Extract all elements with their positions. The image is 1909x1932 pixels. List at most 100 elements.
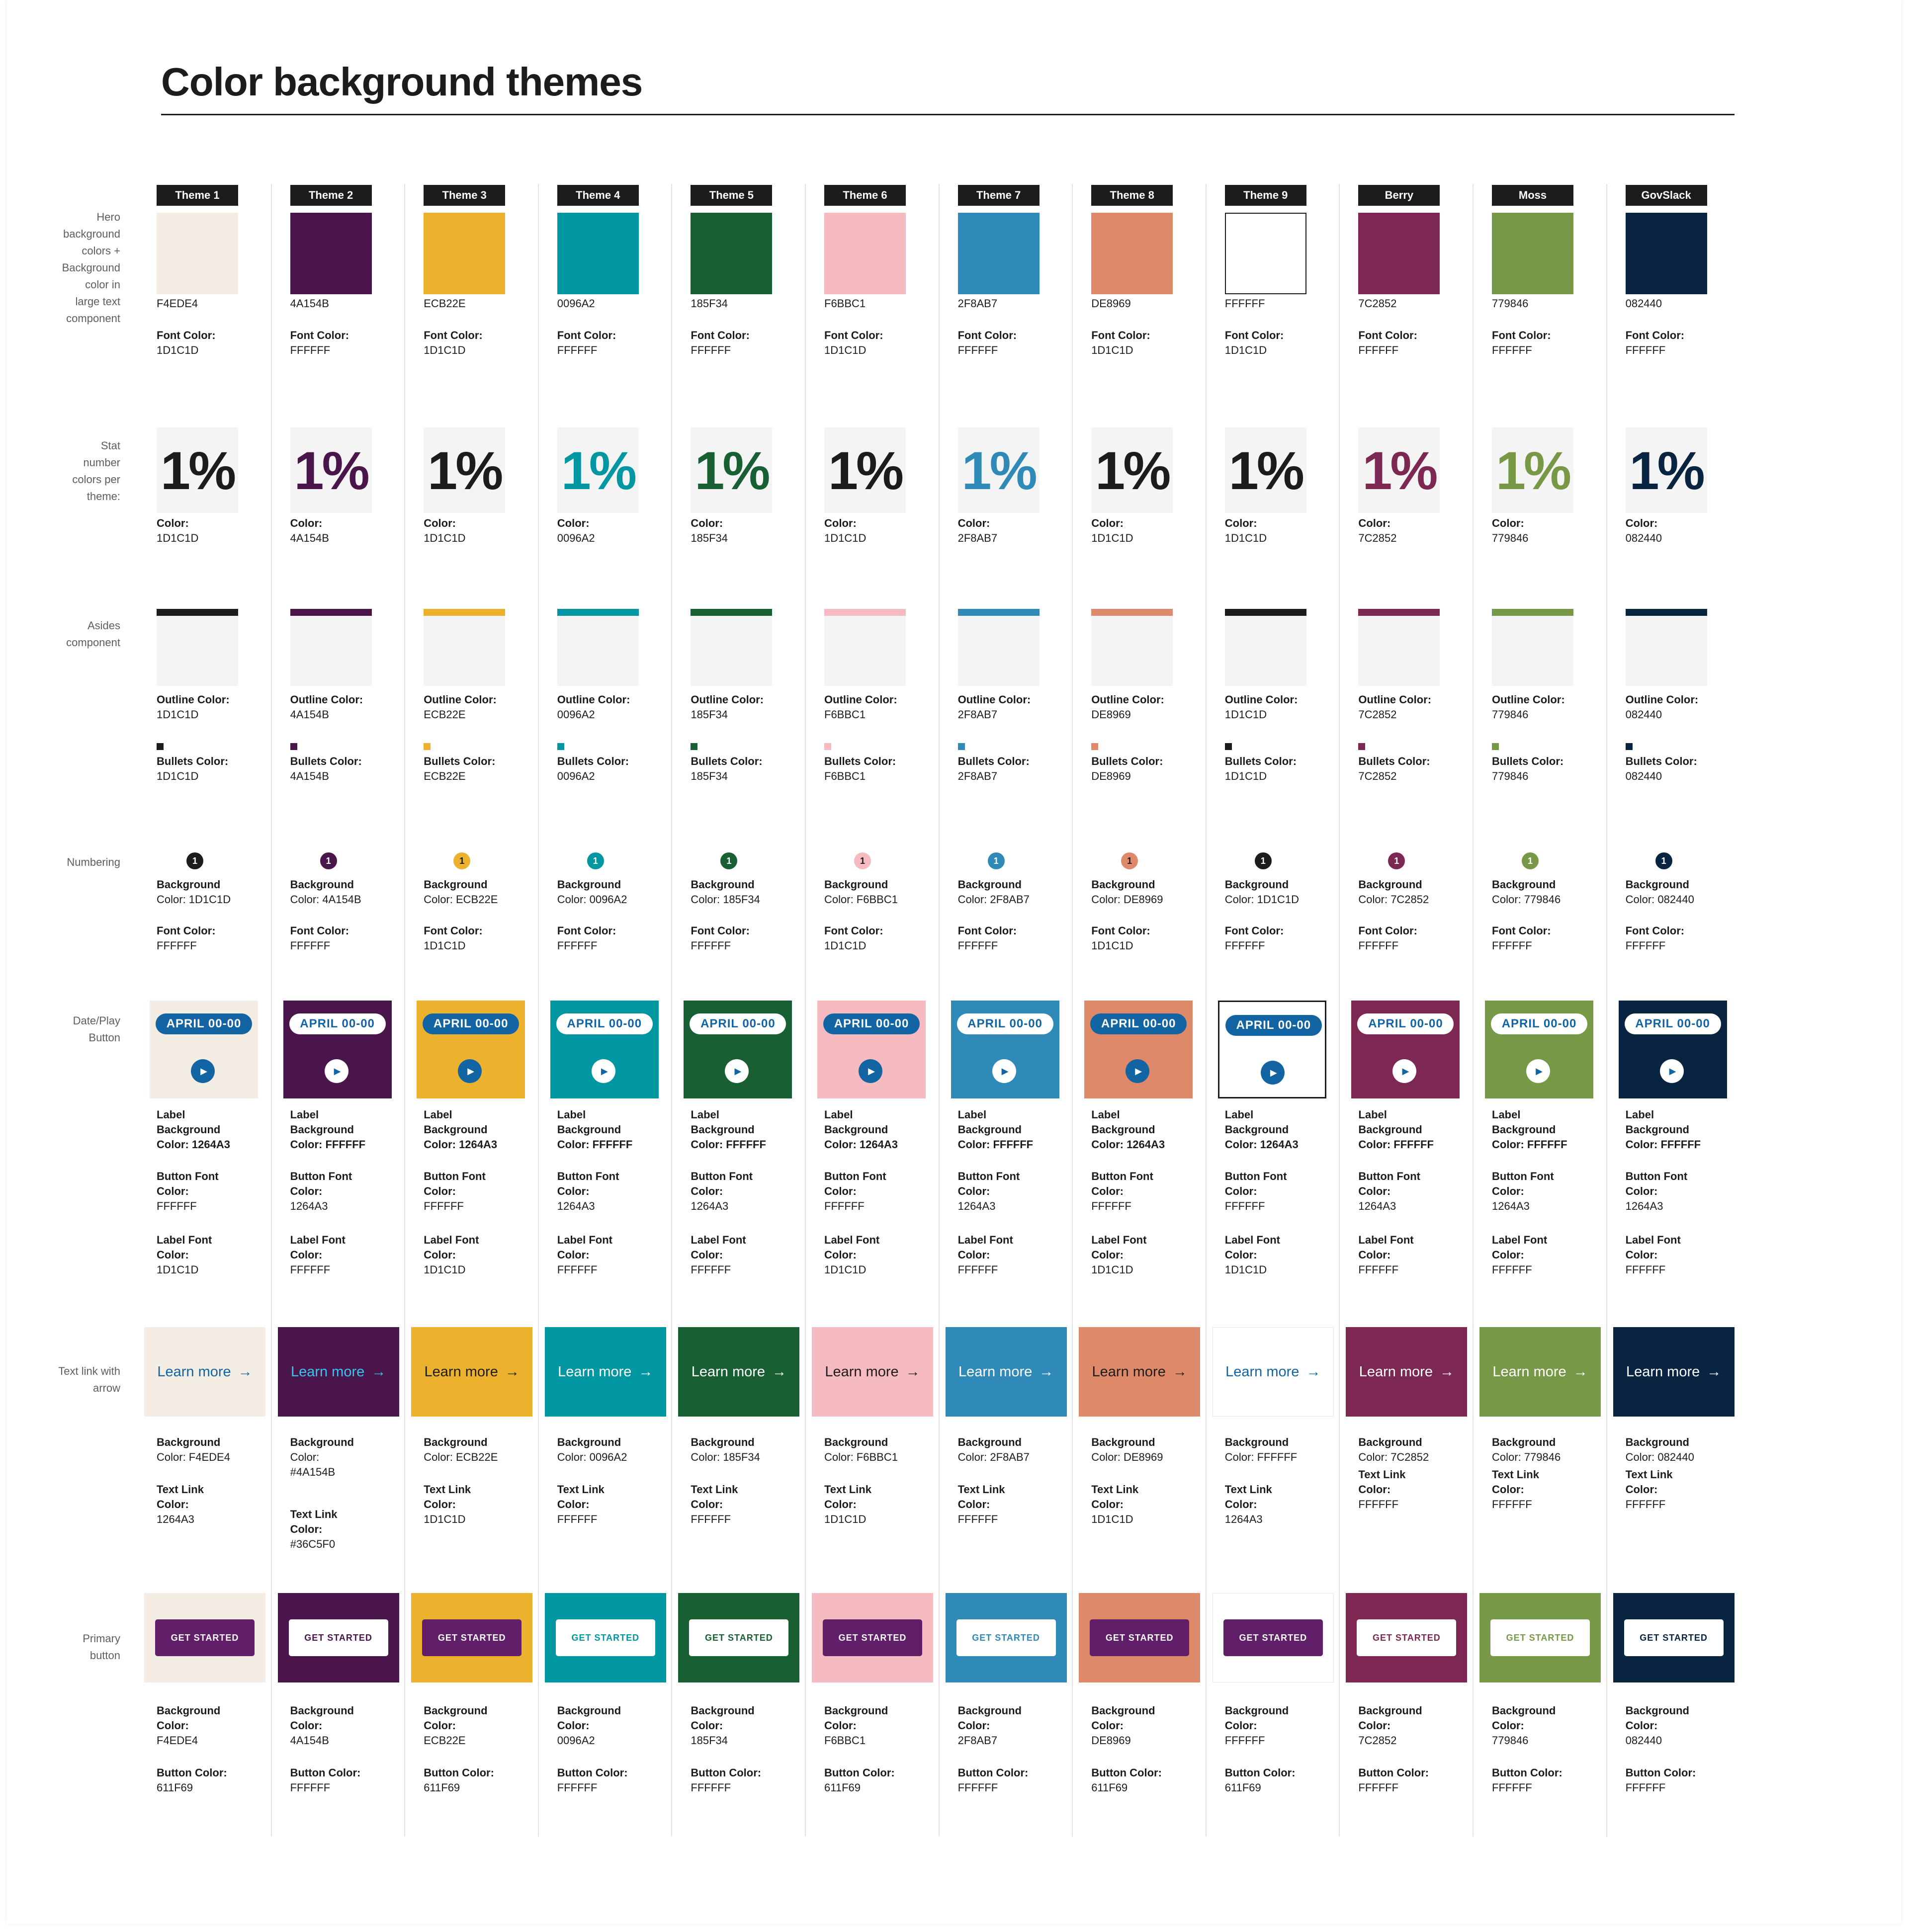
get-started-button[interactable]: GET STARTED — [1490, 1619, 1590, 1656]
play-button[interactable]: ▶ — [324, 1059, 348, 1083]
dp-button-font-label: Color: — [1091, 1185, 1124, 1197]
hero-swatch — [1358, 213, 1440, 294]
play-button[interactable]: ▶ — [1392, 1059, 1417, 1083]
font-color-value: 1D1C1D — [1091, 344, 1133, 356]
primary-bg-label: Background — [824, 1704, 888, 1717]
play-button[interactable]: ▶ — [1526, 1059, 1550, 1083]
date-play-card: APRIL 00-00 ▶ — [283, 1001, 392, 1098]
text-link-bg-label: Background — [1224, 1436, 1289, 1448]
page-title: Color background themes — [161, 60, 643, 104]
learn-more-link[interactable]: Learn more → — [1359, 1364, 1454, 1380]
dp-label-font-value: FFFFFF — [1625, 1263, 1666, 1276]
column-divider — [270, 184, 272, 1837]
get-started-button[interactable]: GET STARTED — [422, 1619, 522, 1656]
row-label-asides: Asides component — [6, 617, 120, 651]
arrow-right-icon: → — [638, 1363, 653, 1380]
arrow-right-icon: → — [1440, 1363, 1455, 1380]
stat-number: 1% — [1625, 427, 1707, 513]
date-play-card: APRIL 00-00 ▶ — [150, 1001, 258, 1098]
row-label-line: number — [83, 456, 120, 469]
learn-more-link[interactable]: Learn more → — [958, 1364, 1053, 1380]
numbering-font-value: FFFFFF — [1625, 939, 1666, 952]
outline-color-label: Outline Color: — [1224, 693, 1298, 706]
learn-more-link[interactable]: Learn more → — [291, 1364, 386, 1380]
learn-more-link[interactable]: Learn more → — [692, 1364, 786, 1380]
get-started-button[interactable]: GET STARTED — [1223, 1619, 1323, 1656]
primary-bg-label: Color: — [557, 1719, 590, 1732]
get-started-button[interactable]: GET STARTED — [956, 1619, 1056, 1656]
font-color-label: Font Color: — [290, 329, 349, 341]
get-started-button[interactable]: GET STARTED — [689, 1619, 789, 1656]
dp-label-bg-label: Background — [557, 1123, 621, 1136]
hero-swatch — [424, 213, 506, 294]
dp-button-font-label: Button Font — [424, 1170, 486, 1182]
dp-label-bg-label: Background — [691, 1123, 755, 1136]
row-label-line: theme: — [87, 490, 120, 503]
play-button[interactable]: ▶ — [591, 1059, 615, 1083]
get-started-button[interactable]: GET STARTED — [1090, 1619, 1190, 1656]
dp-button-font-label: Color: — [1358, 1185, 1391, 1197]
numbering-bg-value: Color: 0096A2 — [557, 893, 627, 906]
learn-more-link[interactable]: Learn more → — [1492, 1364, 1587, 1380]
stat-number: 1% — [1492, 427, 1573, 513]
learn-more-link[interactable]: Learn more → — [1626, 1364, 1721, 1380]
bullets-color-value: 7C2852 — [1358, 770, 1397, 782]
learn-more-link[interactable]: Learn more → — [1092, 1364, 1187, 1380]
dp-label-font-label: Color: — [157, 1249, 189, 1261]
play-button[interactable]: ▶ — [859, 1059, 882, 1083]
play-icon: ▶ — [1135, 1066, 1142, 1076]
primary-bg-label: Color: — [290, 1719, 323, 1732]
text-link-color-label: Color: — [424, 1498, 456, 1511]
primary-bg-label: Background — [1091, 1704, 1155, 1717]
play-button[interactable]: ▶ — [1260, 1061, 1285, 1085]
get-started-button[interactable]: GET STARTED — [155, 1619, 255, 1656]
text-link-bg-label: Background — [1358, 1436, 1422, 1448]
get-started-button[interactable]: GET STARTED — [1624, 1619, 1724, 1656]
learn-more-link[interactable]: Learn more → — [825, 1364, 920, 1380]
primary-button-color-label: Button Color: — [290, 1766, 361, 1779]
dp-label-bg-value: Color: FFFFFF — [957, 1138, 1034, 1151]
get-started-button[interactable]: GET STARTED — [1357, 1619, 1457, 1656]
primary-bg-label: Background — [691, 1704, 755, 1717]
play-button[interactable]: ▶ — [191, 1059, 215, 1083]
dp-label-font-label: Label Font — [424, 1234, 479, 1246]
get-started-button[interactable]: GET STARTED — [555, 1619, 655, 1656]
get-started-button[interactable]: GET STARTED — [288, 1619, 388, 1656]
play-button[interactable]: ▶ — [1126, 1059, 1150, 1083]
learn-more-link[interactable]: Learn more → — [558, 1364, 653, 1380]
dp-button-font-label: Color: — [824, 1185, 857, 1197]
numbering-font-value: FFFFFF — [1224, 939, 1265, 952]
dp-label-font-label: Color: — [557, 1249, 590, 1261]
primary-bg-label: Background — [157, 1704, 221, 1717]
play-icon: ▶ — [1270, 1068, 1277, 1078]
dp-label-font-value: 1D1C1D — [824, 1263, 867, 1276]
dp-label-font-value: FFFFFF — [691, 1263, 731, 1276]
dp-label-bg-label: Background — [1625, 1123, 1689, 1136]
dp-button-font-label: Color: — [1224, 1185, 1257, 1197]
learn-more-link[interactable]: Learn more → — [1225, 1364, 1320, 1380]
play-button[interactable]: ▶ — [1659, 1059, 1684, 1083]
numbering-font-label: Font Color: — [1625, 924, 1685, 937]
primary-bg-label: 779846 — [1492, 1734, 1529, 1747]
text-link-color-label: Color: — [1091, 1498, 1124, 1511]
learn-more-link[interactable]: Learn more → — [157, 1364, 252, 1380]
text-link-color-label: Text Link — [1492, 1468, 1539, 1481]
play-button[interactable]: ▶ — [992, 1059, 1016, 1083]
play-button[interactable]: ▶ — [725, 1059, 749, 1083]
learn-more-link[interactable]: Learn more → — [425, 1364, 520, 1380]
stat-color-value: 0096A2 — [557, 532, 595, 544]
numbering-bg-label: Background — [1224, 878, 1289, 891]
outline-color-label: Outline Color: — [1091, 693, 1164, 706]
outline-color-value: 1D1C1D — [157, 708, 199, 721]
get-started-button[interactable]: GET STARTED — [823, 1619, 922, 1656]
primary-button-color-label: Button Color: — [691, 1766, 762, 1779]
primary-bg-label: Color: — [424, 1719, 456, 1732]
date-label: APRIL 00-00 — [1357, 1013, 1454, 1034]
theme-header: Berry — [1358, 185, 1440, 206]
play-button[interactable]: ▶ — [458, 1059, 482, 1083]
stat-number: 1% — [824, 427, 906, 513]
outline-color-label: Outline Color: — [957, 693, 1031, 706]
font-color-value: FFFFFF — [1625, 344, 1666, 356]
text-link-bg-label: Background — [1625, 1436, 1689, 1448]
text-link-card: Learn more → — [1479, 1327, 1601, 1417]
